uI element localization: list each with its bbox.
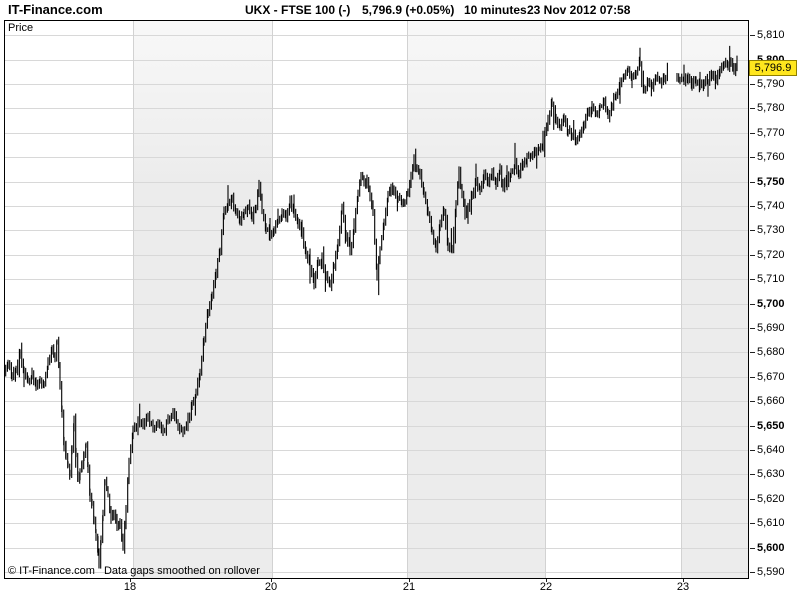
x-tick-label: 18: [123, 581, 137, 593]
y-tick-label: 5,610: [757, 517, 785, 529]
y-tick-mark: [750, 255, 755, 256]
h-gridline: [5, 157, 748, 158]
y-axis-title: Price: [8, 22, 34, 34]
chart-footnote: © IT-Finance.com Data gaps smoothed on ro…: [8, 565, 260, 577]
y-tick-label: 5,810: [757, 29, 785, 41]
datetime-label: 23 Nov 2012 07:58: [527, 3, 631, 17]
h-gridline: [5, 377, 748, 378]
y-tick-label: 5,690: [757, 322, 785, 334]
y-tick-mark: [750, 548, 755, 549]
h-gridline: [5, 523, 748, 524]
y-tick-label: 5,650: [757, 420, 785, 432]
y-tick-mark: [750, 157, 755, 158]
y-tick-mark: [750, 450, 755, 451]
y-tick-mark: [750, 133, 755, 134]
h-gridline: [5, 572, 748, 573]
y-tick-label: 5,770: [757, 127, 785, 139]
day-band: [681, 21, 748, 578]
y-tick-label: 5,730: [757, 224, 785, 236]
x-tick-label: 23: [676, 581, 690, 593]
h-gridline: [5, 60, 748, 61]
y-tick-mark: [750, 401, 755, 402]
h-gridline: [5, 474, 748, 475]
y-tick-label: 5,780: [757, 102, 785, 114]
x-tick-mark: [546, 579, 547, 582]
y-tick-label: 5,620: [757, 493, 785, 505]
y-tick-label: 5,720: [757, 249, 785, 261]
x-tick-label: 20: [264, 581, 278, 593]
y-tick-mark: [750, 572, 755, 573]
y-tick-mark: [750, 84, 755, 85]
h-gridline: [5, 108, 748, 109]
h-gridline: [5, 450, 748, 451]
instrument-title: UKX - FTSE 100 (-): [245, 3, 351, 17]
x-tick-mark: [683, 579, 684, 582]
y-tick-mark: [750, 35, 755, 36]
y-tick-mark: [750, 206, 755, 207]
x-tick-mark: [271, 579, 272, 582]
v-gridline: [545, 21, 546, 578]
y-tick-mark: [750, 474, 755, 475]
day-band: [133, 21, 272, 578]
current-price-tag: 5,796.9: [749, 60, 797, 76]
x-tick-label: 22: [539, 581, 553, 593]
brand-logo-text: IT-Finance.com: [8, 2, 103, 17]
h-gridline: [5, 230, 748, 231]
price-series-svg: [5, 45, 738, 569]
copyright-text: © IT-Finance.com: [8, 565, 95, 577]
h-gridline: [5, 328, 748, 329]
h-gridline: [5, 304, 748, 305]
y-tick-label: 5,700: [757, 298, 785, 310]
h-gridline: [5, 84, 748, 85]
y-tick-mark: [750, 182, 755, 183]
y-tick-mark: [750, 279, 755, 280]
chart-plot-area[interactable]: Price © IT-Finance.com Data gaps smoothed…: [4, 20, 749, 579]
y-tick-label: 5,710: [757, 273, 785, 285]
y-tick-mark: [750, 426, 755, 427]
v-gridline: [407, 21, 408, 578]
y-tick-label: 5,790: [757, 78, 785, 90]
y-tick-mark: [750, 352, 755, 353]
h-gridline: [5, 548, 748, 549]
y-tick-mark: [750, 108, 755, 109]
h-gridline: [5, 182, 748, 183]
h-gridline: [5, 35, 748, 36]
y-tick-label: 5,630: [757, 468, 785, 480]
y-tick-mark: [750, 328, 755, 329]
h-gridline: [5, 401, 748, 402]
y-tick-label: 5,680: [757, 346, 785, 358]
y-tick-mark: [750, 499, 755, 500]
x-tick-mark: [130, 579, 131, 582]
y-tick-label: 5,750: [757, 176, 785, 188]
y-tick-label: 5,760: [757, 151, 785, 163]
v-gridline: [681, 21, 682, 578]
footnote-text: Data gaps smoothed on rollover: [103, 565, 260, 577]
last-price-change: 5,796.9 (+0.05%): [362, 3, 455, 17]
y-tick-mark: [750, 230, 755, 231]
x-tick-mark: [409, 579, 410, 582]
y-tick-label: 5,590: [757, 566, 785, 578]
x-tick-label: 21: [402, 581, 416, 593]
y-tick-label: 5,600: [757, 542, 785, 554]
h-gridline: [5, 499, 748, 500]
y-tick-label: 5,670: [757, 371, 785, 383]
y-tick-label: 5,740: [757, 200, 785, 212]
h-gridline: [5, 426, 748, 427]
v-gridline: [272, 21, 273, 578]
h-gridline: [5, 352, 748, 353]
day-band: [407, 21, 545, 578]
y-tick-mark: [750, 523, 755, 524]
timeframe-label: 10 minutes: [464, 3, 527, 17]
y-tick-label: 5,640: [757, 444, 785, 456]
y-tick-mark: [750, 377, 755, 378]
y-tick-mark: [750, 304, 755, 305]
price-series-path: [5, 45, 738, 569]
v-gridline: [133, 21, 134, 578]
h-gridline: [5, 206, 748, 207]
h-gridline: [5, 133, 748, 134]
y-tick-label: 5,660: [757, 395, 785, 407]
